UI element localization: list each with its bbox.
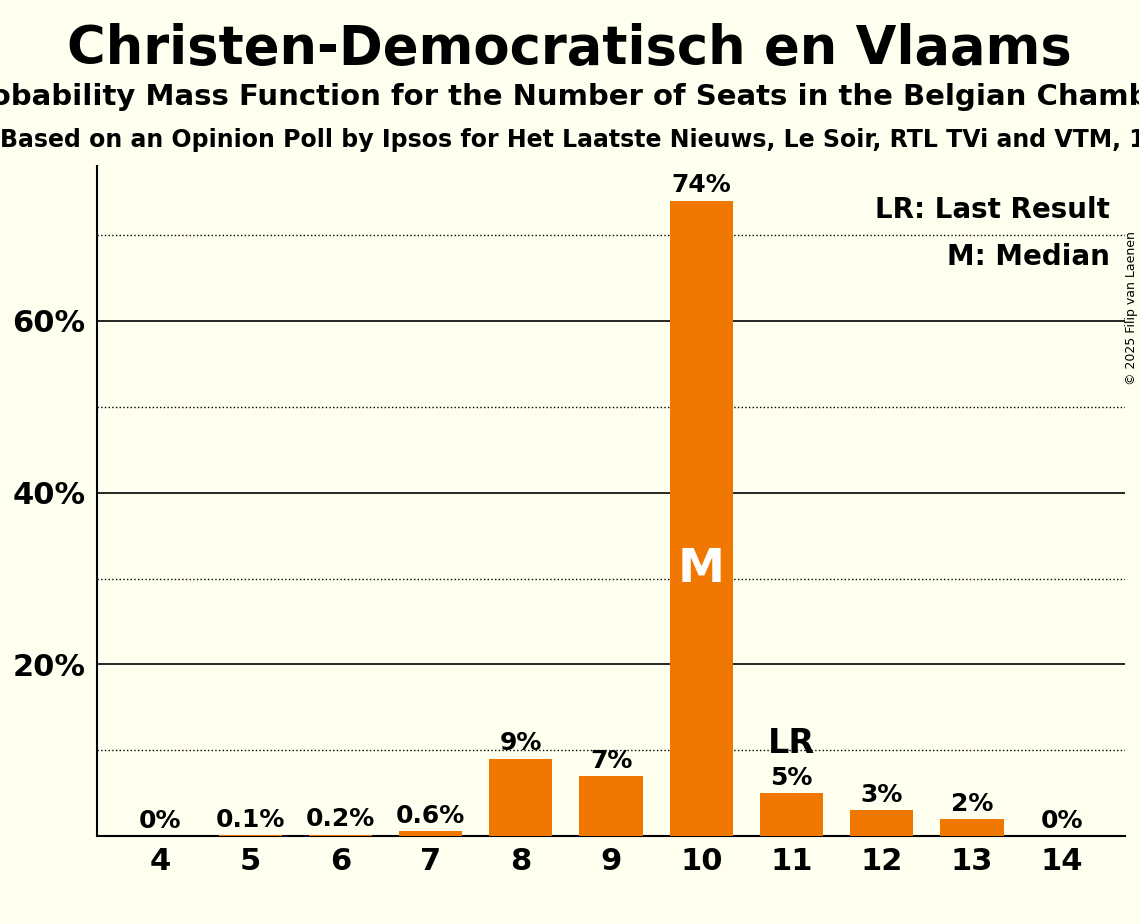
Text: 0.6%: 0.6% <box>396 804 465 828</box>
Text: 3%: 3% <box>861 783 903 807</box>
Text: LR: LR <box>768 727 816 760</box>
Bar <box>490 759 552 836</box>
Bar <box>850 810 913 836</box>
Bar <box>670 201 732 836</box>
Text: LR: Last Result: LR: Last Result <box>875 197 1109 225</box>
Text: 5%: 5% <box>770 766 813 790</box>
Bar <box>309 834 372 836</box>
Bar <box>760 794 823 836</box>
Text: 0.1%: 0.1% <box>215 808 285 832</box>
Text: 2%: 2% <box>951 792 993 816</box>
Bar <box>941 819 1003 836</box>
Text: 0.2%: 0.2% <box>305 807 375 831</box>
Text: M: Median: M: Median <box>947 243 1109 272</box>
Text: Based on an Opinion Poll by Ipsos for Het Laatste Nieuws, Le Soir, RTL TVi and V: Based on an Opinion Poll by Ipsos for He… <box>0 128 1139 152</box>
Text: 0%: 0% <box>139 808 181 833</box>
Text: Christen-Democratisch en Vlaams: Christen-Democratisch en Vlaams <box>67 23 1072 75</box>
Text: © 2025 Filip van Laenen: © 2025 Filip van Laenen <box>1124 231 1138 385</box>
Text: Probability Mass Function for the Number of Seats in the Belgian Chamber: Probability Mass Function for the Number… <box>0 83 1139 111</box>
Text: 7%: 7% <box>590 748 632 772</box>
Text: 74%: 74% <box>671 173 731 197</box>
Text: 0%: 0% <box>1041 808 1083 833</box>
Text: 9%: 9% <box>500 732 542 756</box>
Bar <box>399 831 462 836</box>
Bar <box>580 776 642 836</box>
Text: M: M <box>678 547 724 591</box>
